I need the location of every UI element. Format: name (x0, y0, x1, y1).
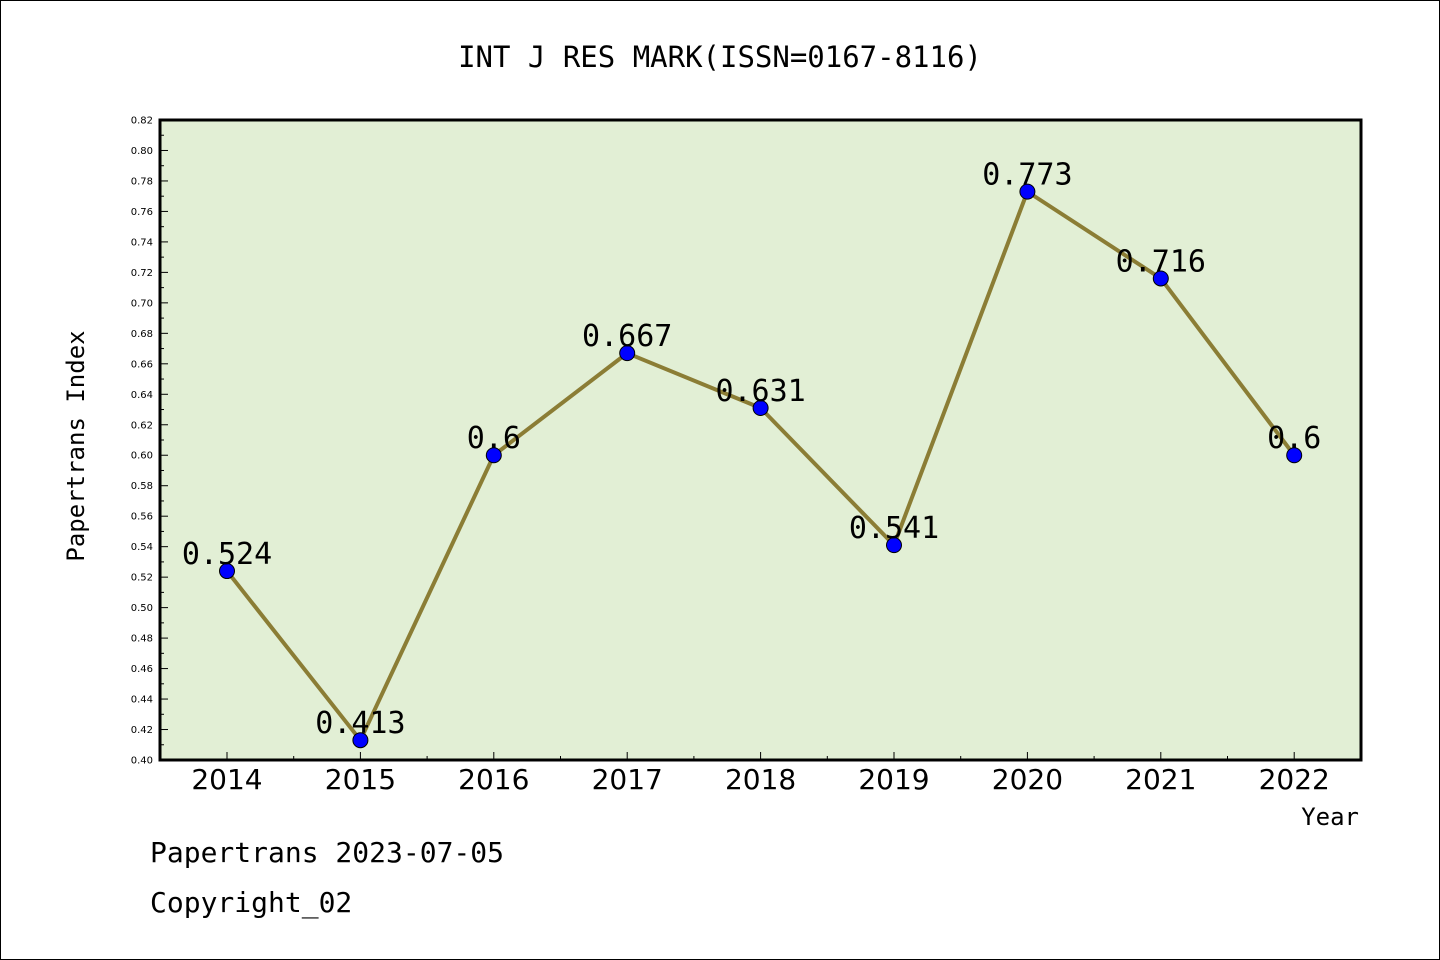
x-tick-label: 2018 (725, 763, 796, 796)
x-tick-label: 2017 (592, 763, 663, 796)
chart-title: INT J RES MARK(ISSN=0167-8116) (458, 40, 982, 74)
x-axis-ticks: 2014 2015 2016 2017 2018 2019 2020 2021 2022 (191, 752, 1330, 796)
y-tick-label: 0.68 (131, 329, 153, 340)
x-tick-label: 2015 (325, 763, 396, 796)
data-label: 0.413 (315, 706, 405, 741)
data-point (1152, 270, 1169, 287)
y-tick-label: 0.52 (131, 573, 153, 584)
y-tick-label: 0.58 (131, 481, 153, 492)
data-label: 0.667 (582, 319, 672, 354)
x-tick-label: 2020 (992, 763, 1063, 796)
y-tick-label: 0.70 (131, 298, 153, 309)
plot-border (158, 118, 1363, 762)
plot-area (160, 120, 1361, 760)
data-point (1019, 183, 1036, 200)
data-point (485, 447, 502, 464)
y-tick-label: 0.66 (131, 359, 153, 370)
footer-date: Papertrans 2023-07-05 (150, 836, 505, 869)
y-tick-label: 0.64 (131, 390, 153, 401)
series-layer: 0.524 0.413 0.6 0.667 0.631 0.541 0.773 0.716 0.… (182, 158, 1321, 749)
data-label: 0.773 (982, 158, 1072, 193)
data-label: 0.631 (715, 374, 805, 409)
y-axis-label: Papertrans Index (62, 330, 90, 561)
data-point (886, 537, 902, 554)
x-tick-label: 2014 (191, 763, 262, 796)
data-point (1286, 447, 1303, 464)
y-axis-ticks: 0.40 0.42 0.44 0.46 0.48 0.50 0.52 0.54 0.56 0.58… (131, 116, 168, 767)
y-tick-label: 0.56 (131, 512, 153, 523)
y-tick-label: 0.80 (131, 146, 153, 157)
data-label: 0.716 (1116, 244, 1206, 279)
y-tick-label: 0.48 (131, 634, 153, 645)
y-tick-label: 0.54 (131, 542, 153, 553)
data-label: 0.6 (467, 421, 521, 456)
data-label: 0.524 (182, 537, 272, 572)
x-axis-label: Year (1301, 803, 1359, 831)
y-tick-label: 0.74 (131, 237, 153, 248)
y-tick-label: 0.44 (131, 695, 153, 706)
data-point (219, 563, 235, 580)
y-tick-label: 0.76 (131, 207, 153, 218)
x-tick-label: 2022 (1259, 763, 1330, 796)
data-label: 0.6 (1267, 421, 1321, 456)
data-point (352, 732, 369, 749)
data-label: 0.541 (849, 511, 939, 546)
data-point (752, 400, 769, 416)
footer-copyright: Copyright_02 (150, 886, 353, 919)
y-tick-label: 0.78 (131, 176, 153, 187)
y-tick-label: 0.72 (131, 268, 153, 279)
y-tick-label: 0.42 (131, 725, 153, 736)
x-tick-label: 2016 (458, 763, 529, 796)
y-tick-label: 0.50 (131, 603, 153, 614)
y-tick-label: 0.46 (131, 664, 153, 675)
y-tick-label: 0.60 (131, 451, 153, 462)
y-tick-label: 0.82 (131, 116, 153, 127)
x-tick-label: 2021 (1125, 763, 1196, 796)
data-point (619, 345, 636, 362)
y-tick-label: 0.40 (131, 756, 153, 767)
x-tick-label: 2019 (858, 763, 929, 796)
y-tick-label: 0.62 (131, 420, 153, 431)
